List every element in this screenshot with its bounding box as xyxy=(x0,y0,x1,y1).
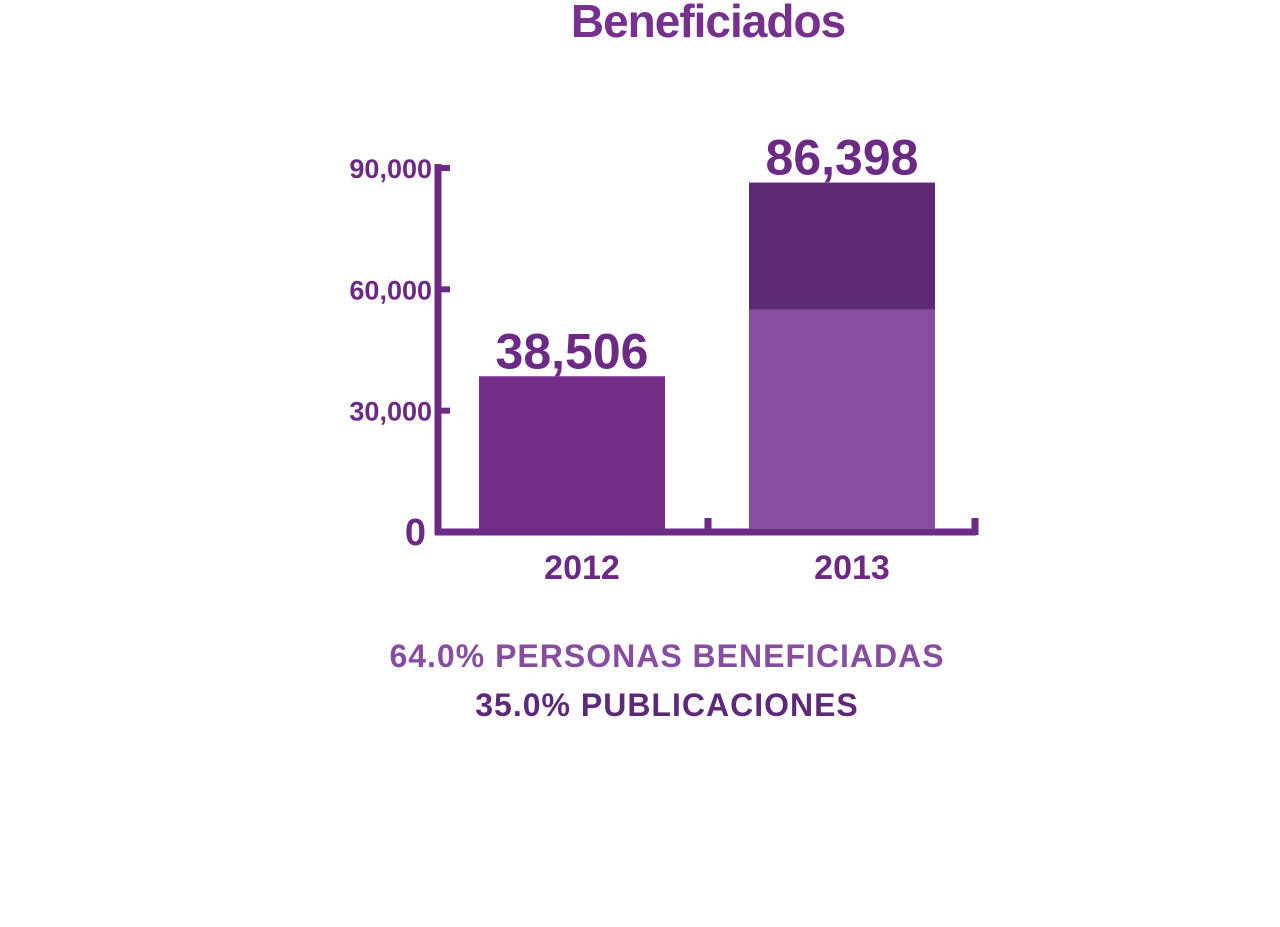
bar-2013-segment-1 xyxy=(749,182,935,310)
chart-axes: 0 30,000 60,000 90,000 xyxy=(349,154,979,554)
y-tick-label-60000: 60,000 xyxy=(349,275,432,305)
chart-title: Beneficiados xyxy=(570,0,846,47)
legend-publicaciones: 35.0% PUBLICACIONES xyxy=(475,687,859,723)
chart-labels: 38,506 2012 86,398 2013 xyxy=(496,130,919,587)
bar-2013-segment-0 xyxy=(749,309,935,529)
y-tick-label-30000: 30,000 xyxy=(349,397,432,427)
x-tick-label-2013: 2013 xyxy=(814,549,890,587)
data-label-2013: 86,398 xyxy=(766,130,919,186)
legend-persons-beneficiadas: 64.0% PERSONAS BENEFICIADAS xyxy=(389,638,945,674)
y-tick-label-0: 0 xyxy=(405,512,426,554)
y-tick-label-90000: 90,000 xyxy=(349,154,432,184)
data-label-2012: 38,506 xyxy=(496,323,649,379)
bar-2012-segment-0 xyxy=(479,376,665,529)
x-tick-label-2012: 2012 xyxy=(544,549,620,587)
chart-bars xyxy=(479,182,935,529)
